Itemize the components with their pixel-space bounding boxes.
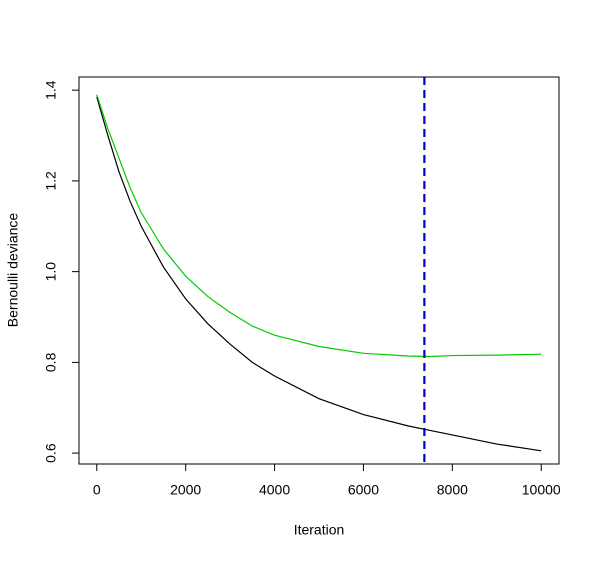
y-tick-label: 1.4 xyxy=(43,80,59,100)
x-axis-label: Iteration xyxy=(294,522,345,538)
x-tick-label: 8000 xyxy=(437,482,468,498)
y-tick-label: 1.2 xyxy=(43,171,59,191)
y-tick-label: 0.6 xyxy=(43,443,59,463)
y-axis-label: Bernoulli deviance xyxy=(5,213,21,328)
plot-box xyxy=(78,76,560,465)
deviance-line xyxy=(96,96,542,452)
y-tick-label: 0.8 xyxy=(43,352,59,372)
deviance-line xyxy=(96,94,542,358)
y-tick-label: 1.0 xyxy=(43,262,59,282)
x-tick-label: 2000 xyxy=(170,482,201,498)
x-tick-label: 4000 xyxy=(259,482,290,498)
x-tick-label: 0 xyxy=(93,482,101,498)
x-tick-label: 6000 xyxy=(348,482,379,498)
x-tick-label: 10000 xyxy=(522,482,561,498)
